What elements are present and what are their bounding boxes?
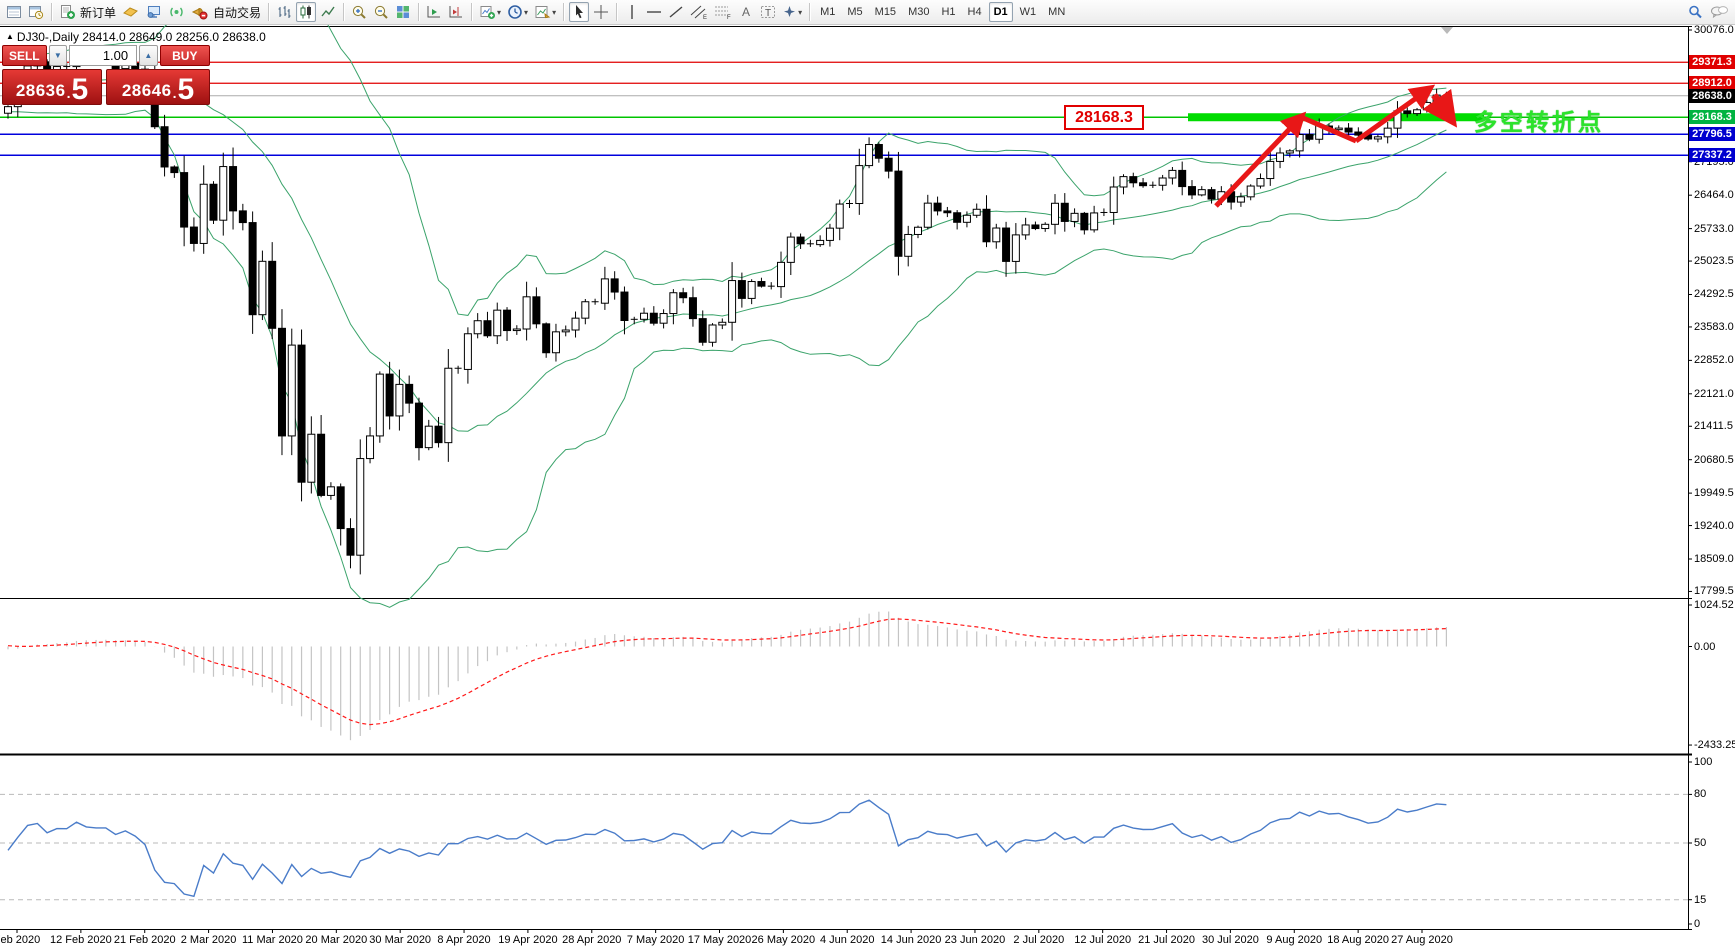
toolbar: 新订单 自动交易 <box>0 0 1735 25</box>
price-annotation-box[interactable]: 28168.3 <box>1064 105 1144 130</box>
bid-dot: . <box>66 85 71 101</box>
ask-price[interactable]: 28646. 5 <box>106 69 210 105</box>
tab-timeframe-m1[interactable]: M1 <box>820 6 836 18</box>
sell-button[interactable]: SELL <box>2 45 47 66</box>
new-order-label[interactable]: 新订单 <box>80 5 117 20</box>
crosshair-tool-button[interactable] <box>591 2 611 22</box>
chart-shift-button[interactable] <box>446 2 466 22</box>
ask-integer: 28646 <box>121 81 172 100</box>
tab-timeframe-h1[interactable]: H1 <box>941 6 956 18</box>
volume-decrease-button[interactable]: ▼ <box>48 45 68 66</box>
svg-text:F: F <box>727 15 731 20</box>
bid-price[interactable]: 28636. 5 <box>2 69 102 105</box>
tab-timeframe-h4[interactable]: H4 <box>967 6 982 18</box>
chevron-down-icon: ▾ <box>552 7 557 17</box>
volume-increase-button[interactable]: ▲ <box>139 45 158 66</box>
volume-input[interactable]: 1.00 <box>69 45 138 66</box>
periods-button[interactable]: ▾ <box>505 2 530 22</box>
svg-text:T: T <box>765 8 771 19</box>
buy-button[interactable]: BUY <box>159 45 210 66</box>
toolbar-separator <box>418 3 420 21</box>
market-watch-icon[interactable] <box>4 2 24 22</box>
ask-dot: . <box>172 85 177 101</box>
text-tool[interactable]: A <box>736 2 756 22</box>
toolbar-separator <box>343 3 345 21</box>
tile-windows-button[interactable] <box>393 2 413 22</box>
autotrading-label[interactable]: 自动交易 <box>213 5 262 20</box>
candlestick-mode-button[interactable] <box>296 2 317 22</box>
chevron-down-icon: ▾ <box>798 7 803 17</box>
data-window-icon[interactable] <box>26 2 46 22</box>
toolbar-separator <box>616 3 618 21</box>
autotrading-button[interactable] <box>189 2 211 22</box>
text-label-tool[interactable]: T <box>758 2 778 22</box>
templates-button[interactable]: ▾ <box>532 2 558 22</box>
toolbar-separator <box>51 3 52 21</box>
zoom-in-button[interactable] <box>349 2 369 22</box>
svg-text:A: A <box>742 5 750 19</box>
turning-point-label[interactable]: 多空转折点 <box>1474 109 1604 135</box>
arrows-tool[interactable]: ▾ <box>780 2 804 22</box>
trendline-tool[interactable] <box>666 2 686 22</box>
line-chart-mode-button[interactable] <box>318 2 338 22</box>
toolbar-separator <box>563 3 565 21</box>
chevron-down-icon: ▾ <box>524 7 529 17</box>
toolbar-separator <box>268 3 270 21</box>
fibonacci-tool[interactable]: F <box>712 2 734 22</box>
tab-timeframe-m5[interactable]: M5 <box>847 6 863 18</box>
horizontal-line-tool[interactable] <box>644 2 664 22</box>
tab-timeframe-m30[interactable]: M30 <box>908 6 930 18</box>
one-click-trade-panel: SELL ▼ 1.00 ▲ BUY 28636. 5 28646. 5 <box>2 45 210 105</box>
chat-icon[interactable] <box>1707 2 1731 22</box>
chevron-down-icon: ▾ <box>497 7 502 17</box>
bar-chart-mode-button[interactable] <box>274 2 294 22</box>
signals-icon[interactable] <box>166 2 187 22</box>
strategy-tester-icon[interactable] <box>143 2 164 22</box>
chart-shift-marker[interactable] <box>1441 27 1453 34</box>
vertical-line-tool[interactable] <box>622 2 642 22</box>
toolbar-separator <box>809 3 811 21</box>
cursor-tool-button[interactable] <box>569 2 590 22</box>
auto-scroll-button[interactable] <box>424 2 444 22</box>
tab-timeframe-d1[interactable]: D1 <box>988 2 1013 22</box>
zoom-out-button[interactable] <box>371 2 391 22</box>
indicators-button[interactable]: ▾ <box>477 2 503 22</box>
svg-text:E: E <box>703 15 707 20</box>
new-order-button[interactable] <box>57 2 78 22</box>
channel-tool[interactable]: E <box>688 2 710 22</box>
toolbar-separator <box>471 3 473 21</box>
bid-pip: 5 <box>71 73 89 106</box>
tab-timeframe-w1[interactable]: W1 <box>1019 6 1037 18</box>
symbol-ohlc-text: DJ30-,Daily 28414.0 28649.0 28256.0 2863… <box>16 30 266 44</box>
symbol-info: ▲ DJ30-,Daily 28414.0 28649.0 28256.0 286… <box>6 30 266 44</box>
tab-timeframe-m15[interactable]: M15 <box>874 6 897 18</box>
metaeditor-icon[interactable] <box>120 2 141 22</box>
search-icon[interactable] <box>1685 2 1705 22</box>
bid-integer: 28636 <box>15 81 66 100</box>
tab-timeframe-mn[interactable]: MN <box>1048 6 1066 18</box>
ask-pip: 5 <box>177 73 195 106</box>
collapse-panel-icon[interactable]: ▲ <box>6 32 14 41</box>
